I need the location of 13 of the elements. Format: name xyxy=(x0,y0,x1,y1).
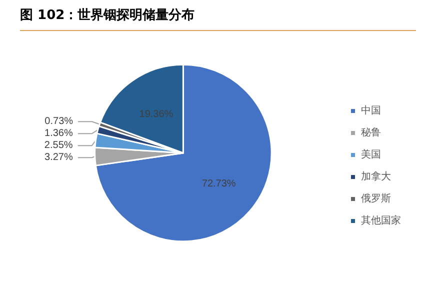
data-label: 1.36% xyxy=(44,128,73,140)
legend-label: 其他国家 xyxy=(361,214,401,226)
legend-label: 美国 xyxy=(361,148,381,160)
data-label: 72.73% xyxy=(202,178,236,190)
data-label: 3.27% xyxy=(44,152,73,164)
data-label: 0.73% xyxy=(44,116,74,128)
data-label: 2.55% xyxy=(44,140,73,152)
legend-label: 加拿大 xyxy=(361,170,391,182)
legend-label: 秘鲁 xyxy=(361,126,381,138)
legend-label: 中国 xyxy=(361,104,381,116)
data-label: 19.36% xyxy=(139,108,174,120)
legend-label: 俄罗斯 xyxy=(361,192,391,204)
chart-title: 图 102：世界铟探明储量分布 xyxy=(20,6,416,31)
